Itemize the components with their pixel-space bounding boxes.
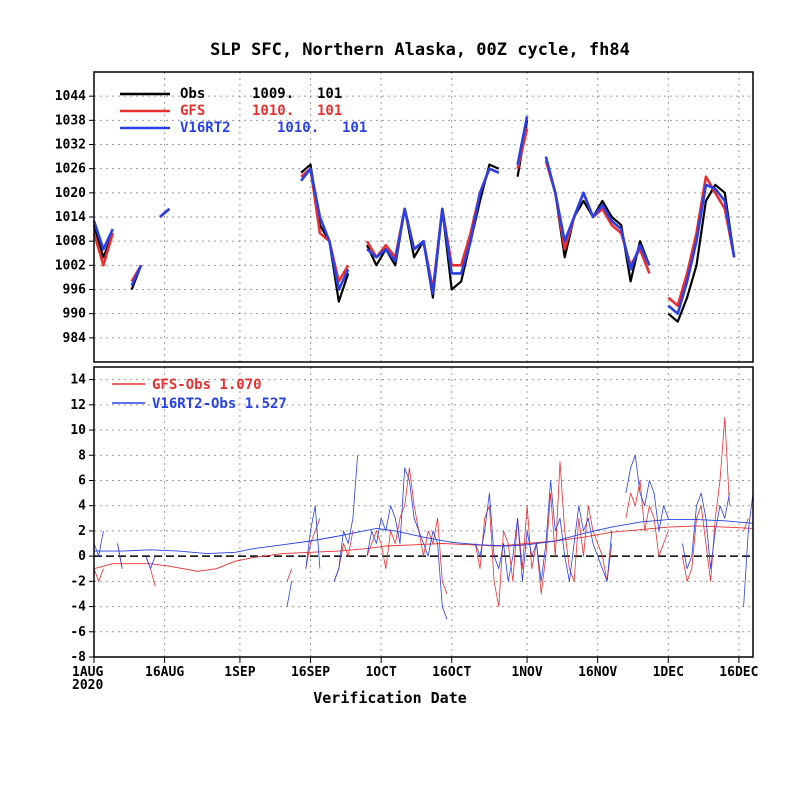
chart-title: SLP SFC, Northern Alaska, 00Z cycle, fh8…	[210, 40, 630, 60]
difference-series-v16rt2-obs	[333, 455, 358, 582]
difference-panel: -8 -6 -4 -2 0 2 4 6 8 10 12 14 GFS-Obs 1.070 V16RT2-…	[70, 366, 758, 693]
difference-legend-label-1: V16RT2-Obs 1.527	[152, 396, 287, 412]
slp-series-gfs	[365, 167, 500, 291]
slp-y-tick-label: 1038	[55, 113, 86, 128]
difference-y-tick-label: 10	[70, 423, 86, 438]
x-tick-label: 1AUG	[72, 665, 103, 680]
difference-series-v16rt2-obs	[93, 530, 104, 557]
slp-series-v16rt2	[667, 183, 736, 315]
difference-series-gfs-obs	[743, 518, 749, 532]
slp-y-tick-label: 1020	[55, 186, 86, 201]
slp-series-v16rt2	[92, 220, 114, 251]
slp-legend-name-gfs: GFS	[180, 103, 205, 119]
slp-plot-frame	[93, 71, 754, 363]
slp-series-gfs	[300, 167, 350, 283]
slp-y-ticks: 984 990 996 1002 1008 1014 1020 1026 1032 1038 104…	[55, 89, 94, 346]
difference-plot-frame	[93, 366, 754, 658]
slp-y-tick-label: 984	[63, 331, 87, 346]
difference-y-tick-label: -8	[70, 650, 86, 665]
difference-series-v16rt2-obs	[743, 493, 754, 607]
difference-series-gfs-obs	[305, 518, 321, 569]
slp-legend-count-obs: 101	[317, 86, 342, 102]
slp-legend-count-gfs: 101	[317, 103, 342, 119]
slp-series-v16rt2	[130, 264, 143, 287]
difference-series-gfs-obs	[286, 568, 293, 582]
x-tick-label: 2020	[72, 678, 103, 693]
difference-series-v16rt2-obs	[117, 543, 123, 569]
x-tick-label: 1OCT	[365, 665, 396, 680]
slp-y-tick-label: 990	[63, 307, 87, 322]
difference-y-ticks: -8 -6 -4 -2 0 2 4 6 8 10 12 14	[70, 373, 94, 665]
slp-y-tick-label: 1026	[55, 162, 86, 177]
slp-series-v16rt2	[544, 156, 651, 271]
difference-series-v16rt2-obs	[145, 555, 156, 570]
x-tick-label: 1NOV	[511, 665, 542, 680]
x-tick-label: 16OCT	[432, 665, 471, 680]
slp-series	[92, 116, 736, 323]
difference-series-gfs-obs	[93, 568, 104, 582]
difference-series	[93, 417, 754, 620]
slp-legend-name-obs: Obs	[180, 86, 205, 102]
slp-legend-name-v16rt2: V16RT2	[180, 120, 231, 136]
x-tick-label: 16NOV	[578, 665, 617, 680]
x-tick-label: 16SEP	[291, 665, 330, 680]
slp-series-v16rt2	[159, 207, 171, 218]
difference-y-tick-label: 8	[78, 448, 86, 463]
slp-grid	[94, 72, 753, 362]
slp-y-tick-label: 1008	[55, 234, 86, 249]
difference-series-v16rt2-obs-running-mean	[94, 519, 754, 555]
slp-legend-mean-v16rt2: 1010.	[277, 120, 319, 136]
slp-panel: 984 990 996 1002 1008 1014 1020 1026 1032 1038 104…	[55, 71, 754, 363]
difference-y-tick-label: 14	[70, 373, 86, 388]
slp-y-tick-label: 1002	[55, 258, 86, 273]
difference-series-v16rt2-obs	[366, 467, 448, 620]
difference-legend-label-0: GFS-Obs 1.070	[152, 377, 262, 393]
slp-y-tick-label: 1032	[55, 138, 86, 153]
slp-y-tick-label: 1014	[55, 210, 86, 225]
difference-series-v16rt2-obs	[286, 581, 293, 607]
slp-series-obs	[300, 163, 350, 303]
slp-series-gfs	[667, 175, 736, 307]
slp-y-tick-label: 1044	[55, 89, 86, 104]
slp-series-obs	[667, 183, 736, 323]
slp-series-v16rt2	[516, 116, 529, 165]
difference-series-v16rt2-obs	[305, 505, 321, 569]
slp-series-obs	[366, 163, 500, 299]
slp-legend-mean-gfs: 1010.	[252, 103, 294, 119]
difference-legend: GFS-Obs 1.070 V16RT2-Obs 1.527	[112, 377, 287, 412]
x-axis-label: Verification Date	[313, 689, 467, 707]
difference-series-gfs-obs	[682, 417, 730, 582]
difference-y-tick-label: -6	[70, 625, 86, 640]
difference-y-tick-label: 6	[78, 473, 86, 488]
slp-series-v16rt2	[300, 167, 350, 291]
difference-series-gfs-obs	[625, 480, 669, 557]
difference-y-tick-label: 2	[78, 524, 86, 539]
difference-series-v16rt2-obs	[625, 454, 669, 532]
difference-y-tick-label: -2	[70, 574, 86, 589]
x-tick-label: 16AUG	[145, 665, 184, 680]
difference-y-tick-label: 12	[70, 398, 86, 413]
difference-y-tick-label: 4	[78, 499, 86, 514]
slp-series-gfs	[92, 232, 115, 267]
slp-series-v16rt2	[366, 167, 500, 295]
difference-series-v16rt2-obs	[474, 480, 613, 582]
difference-y-tick-label: 0	[78, 549, 86, 564]
x-tick-label: 1DEC	[653, 665, 684, 680]
x-tick-label: 16DEC	[719, 665, 758, 680]
x-tick-label: 1SEP	[224, 665, 255, 680]
difference-y-tick-label: -4	[70, 600, 86, 615]
difference-series-gfs-obs-running-mean	[93, 525, 754, 572]
difference-series-v16rt2-obs	[682, 492, 730, 570]
difference-series-gfs-obs	[474, 461, 613, 607]
slp-legend-mean-obs: 1009.	[252, 86, 294, 102]
slp-legend-count-v16rt2: 101	[342, 120, 367, 136]
slp-y-tick-label: 996	[63, 283, 87, 298]
